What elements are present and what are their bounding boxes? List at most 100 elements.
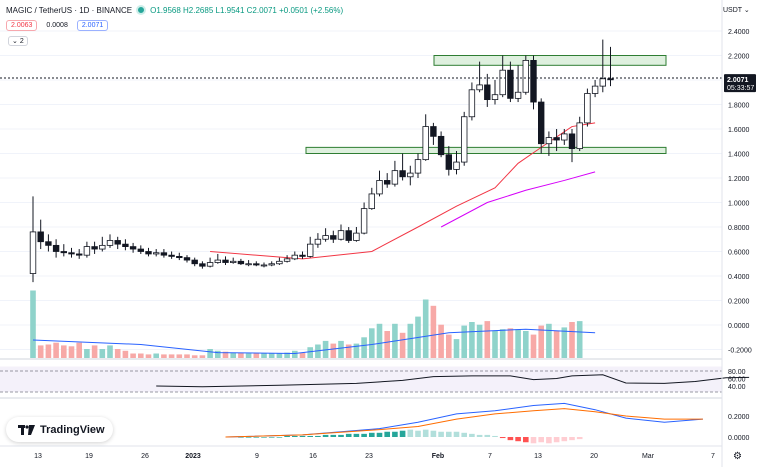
candle-body (160, 252, 168, 256)
moving-averages (210, 122, 596, 260)
candle-body (591, 85, 599, 94)
price-zone (305, 146, 667, 154)
macd-histogram-bar (476, 434, 483, 437)
candle-body (176, 255, 183, 259)
macd-histogram-bar (446, 431, 452, 437)
price-tick-label: 2.4000 (728, 29, 750, 36)
candle-body (283, 258, 291, 262)
candle-body (91, 246, 98, 250)
candle-body (460, 116, 468, 163)
candle-body (245, 263, 252, 266)
price-zone (433, 55, 667, 66)
volume-bar (369, 328, 375, 358)
volume-bar (453, 339, 460, 358)
time-tick-label: 7 (711, 453, 715, 460)
volume-bar (222, 351, 229, 358)
volume-bar (476, 324, 483, 358)
candle-body (168, 254, 175, 257)
volume-bar (245, 353, 252, 358)
candle-body (276, 260, 283, 265)
time-tick-label: 7 (488, 453, 492, 460)
volume-bar (30, 290, 36, 358)
candle-body (345, 230, 352, 241)
volume-bar (345, 344, 352, 358)
volume-bar (461, 325, 467, 358)
bid-price[interactable]: 2.0063 (6, 20, 38, 31)
tradingview-logo[interactable]: TradingView (6, 417, 113, 442)
volume-bar (84, 349, 90, 358)
volume-bar (469, 322, 475, 358)
candle-body (368, 193, 375, 210)
volume-bar (122, 350, 129, 358)
macd-histogram-bar (553, 437, 560, 443)
candle-body (229, 260, 237, 263)
symbol-title[interactable]: MAGIC / TetherUS · 1D · BINANCE (6, 5, 133, 15)
candle-body (37, 231, 44, 243)
volume-bar (107, 345, 113, 358)
price-tick-label: 0.8000 (728, 225, 750, 232)
macd-tick-label: 0.2000 (728, 414, 750, 421)
price-tick-label: 0.2000 (728, 299, 750, 306)
volume-bar (37, 345, 44, 358)
settings-gear-icon[interactable]: ⚙ (733, 451, 742, 462)
volume-bar (253, 353, 260, 358)
volume-bar (407, 323, 414, 358)
volume-bar (68, 346, 75, 358)
time-tick-label: 2023 (185, 453, 201, 460)
candle-body (291, 254, 298, 260)
candle-body (152, 252, 160, 255)
volume-bar (438, 324, 444, 358)
price-tick-label: 1.8000 (728, 103, 750, 110)
bid-ask-row: 2.0063 0.0008 2.0071 (6, 20, 109, 31)
macd-histogram-bar (453, 431, 460, 437)
candle-body (106, 240, 114, 246)
volume-bar (76, 342, 82, 358)
last-price-tag (724, 74, 756, 93)
macd-tick-label: 0.0000 (728, 435, 750, 442)
candle-body (568, 133, 576, 149)
time-tick-label: 13 (34, 453, 42, 460)
rsi-tick-label: 80.00 (728, 369, 746, 376)
macd-histogram-bar (392, 431, 398, 437)
volume-bar (215, 350, 221, 358)
volume-bar (268, 353, 275, 358)
candle-body (507, 69, 514, 99)
candle-body (260, 264, 268, 267)
macd-histogram-bar (369, 432, 375, 437)
volume-bar (191, 355, 198, 358)
currency-selector[interactable]: USDT ⌄ (723, 6, 750, 14)
volume-bar (138, 353, 144, 358)
macd-line (225, 402, 703, 438)
volume-bar (299, 352, 306, 358)
volume-bar (446, 334, 452, 358)
macd-histogram-bar (461, 432, 467, 437)
macd-histogram-bar (353, 433, 360, 437)
rsi-band (0, 366, 722, 392)
macd-histogram-bar (492, 435, 498, 437)
candle-body (484, 84, 491, 101)
volume-bar (561, 327, 568, 358)
volume-bar (530, 334, 537, 358)
macd-histogram-bar (276, 437, 283, 438)
candle-body (561, 133, 568, 141)
candle-body (306, 243, 314, 257)
volume-bar (338, 340, 344, 358)
volume-bar (276, 353, 283, 358)
volume-bar (546, 323, 552, 358)
volume-bar (91, 345, 98, 358)
ask-price[interactable]: 2.0071 (76, 20, 109, 31)
symbol-header: MAGIC / TetherUS · 1D · BINANCE O1.9568 … (6, 5, 343, 15)
volume-bar (53, 342, 59, 358)
macd-histogram-bar (576, 437, 583, 440)
macd-histogram-bar (422, 429, 429, 437)
volume-bar (538, 325, 544, 358)
candle-body (68, 252, 75, 255)
macd-histogram-bar (415, 430, 421, 437)
candle-body (607, 78, 614, 81)
tradingview-logo-icon (18, 424, 35, 435)
indicators-toggle-button[interactable]: ⌄ 2 (8, 36, 28, 46)
volume-bar (422, 299, 429, 358)
macd-histogram-bar (299, 435, 306, 437)
macd-histogram-bar (469, 433, 475, 437)
